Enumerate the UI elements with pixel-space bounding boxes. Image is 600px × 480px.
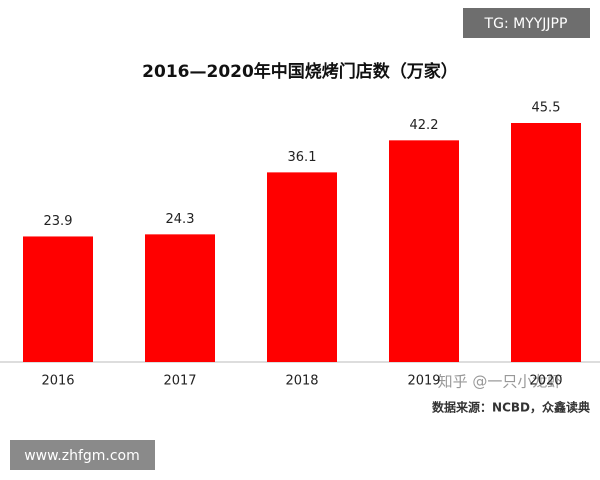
bar (389, 140, 459, 362)
bar (145, 234, 215, 362)
chart-title: 2016—2020年中国烧烤门店数（万家） (142, 61, 458, 82)
x-tick-label: 2020 (529, 374, 562, 389)
x-tick-label: 2019 (407, 374, 440, 389)
value-label: 42.2 (410, 118, 439, 133)
value-label: 36.1 (288, 150, 317, 165)
value-label: 23.9 (44, 214, 73, 229)
bar (267, 172, 337, 362)
bar (23, 236, 93, 362)
watermark-box (463, 8, 590, 38)
watermark: www.zhfgm.com (24, 448, 140, 464)
x-tick-label: 2017 (163, 374, 196, 389)
x-tick-label: 2016 (41, 374, 74, 389)
source: 数据来源：NCBD，众鑫读典 (432, 400, 590, 415)
value-label: 24.3 (166, 212, 195, 227)
watermark: TG: MYYJJPP (484, 16, 568, 32)
watermark: 知乎 @一只小龙虾 (438, 373, 563, 391)
bar (511, 123, 581, 362)
watermark-box (10, 440, 155, 470)
x-tick-label: 2018 (285, 374, 318, 389)
value-label: 45.5 (532, 101, 561, 116)
